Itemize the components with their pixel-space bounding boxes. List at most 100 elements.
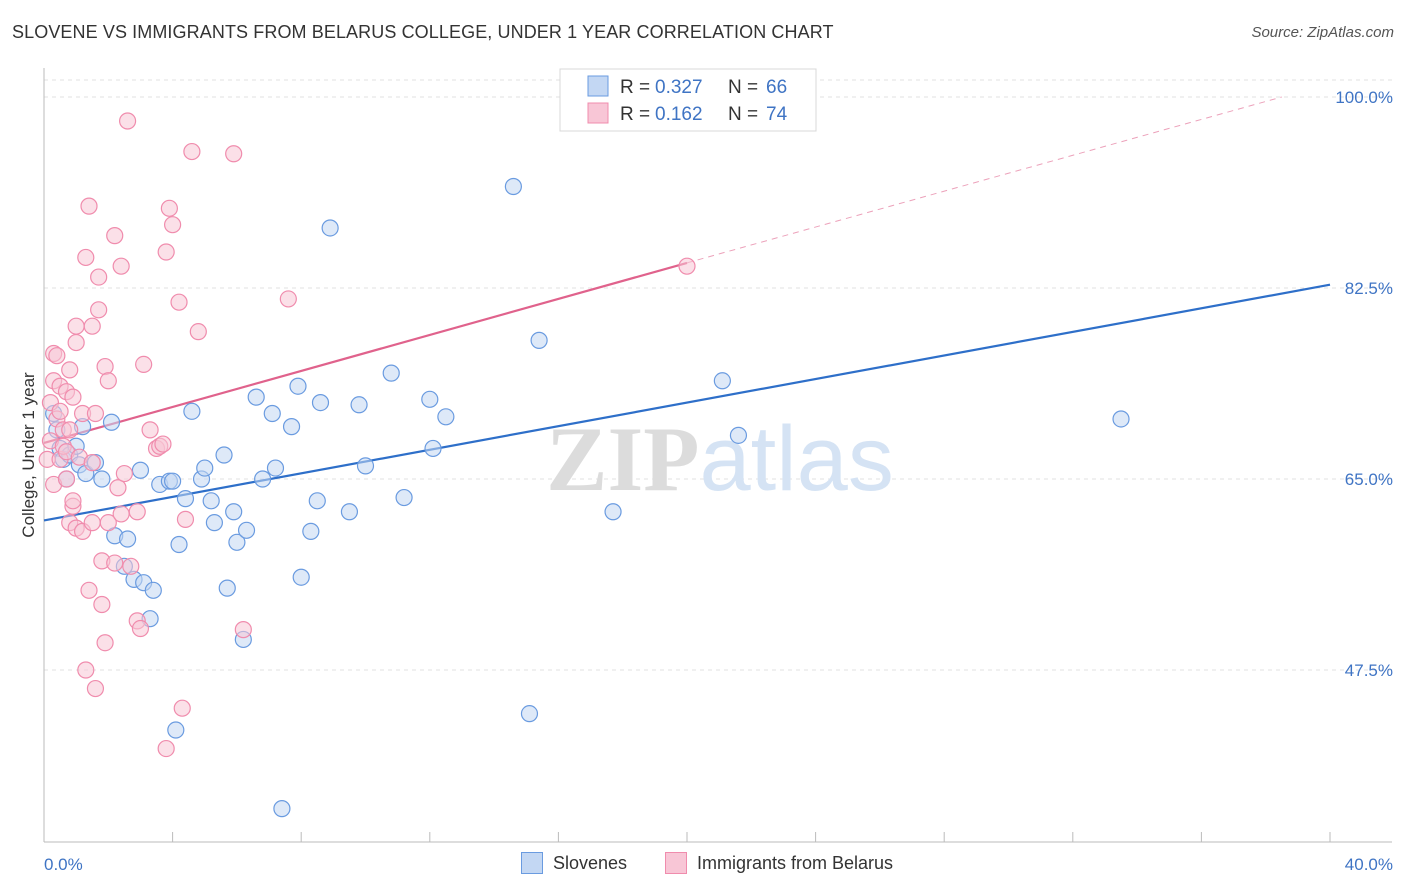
point-slovenes (311, 394, 330, 412)
point-slovenes (302, 522, 320, 540)
point-belarus (90, 301, 108, 319)
point-belarus (64, 492, 82, 510)
point-slovenes (202, 492, 220, 510)
point-belarus (131, 619, 150, 638)
tick-labels: 47.5% 65.0% 82.5% 100.0% 0.0% 40.0% (44, 88, 1393, 874)
point-slovenes (167, 721, 185, 739)
point-belarus (157, 739, 175, 758)
point-belarus (57, 470, 76, 488)
point-belarus (93, 595, 111, 614)
point-slovenes (424, 439, 442, 458)
point-belarus (176, 510, 195, 528)
point-belarus (106, 227, 124, 245)
trend-line-belarus (43, 261, 688, 445)
point-slovenes (254, 470, 272, 488)
point-slovenes (395, 488, 413, 507)
point-belarus (154, 435, 172, 453)
point-slovenes (247, 388, 265, 406)
point-belarus (109, 479, 127, 497)
point-slovenes (350, 396, 368, 414)
y-tick-label: 100.0% (1335, 88, 1393, 107)
stats-swatch (587, 102, 609, 124)
point-belarus (106, 554, 124, 572)
point-slovenes (118, 530, 137, 548)
point-slovenes (504, 177, 522, 196)
point-belarus (160, 199, 178, 217)
point-belarus (128, 503, 146, 521)
y-axis-label: College, Under 1 year (19, 372, 38, 538)
point-belarus (189, 323, 207, 341)
point-slovenes (176, 490, 195, 508)
point-slovenes (530, 331, 548, 349)
point-belarus (51, 402, 69, 420)
point-belarus (48, 347, 66, 365)
legend-swatch-belarus (665, 852, 687, 874)
point-belarus (67, 333, 85, 352)
point-slovenes (713, 372, 731, 390)
r-value: 0.162 (655, 104, 703, 125)
n-label: N = (728, 77, 758, 98)
point-belarus (86, 404, 105, 423)
watermark-zip: ZIP (546, 408, 699, 510)
source-label: Source: ZipAtlas.com (1251, 24, 1394, 41)
point-slovenes (1112, 410, 1130, 428)
point-belarus (183, 142, 201, 161)
point-slovenes (170, 535, 188, 554)
point-belarus (80, 581, 98, 599)
point-slovenes (93, 470, 111, 488)
point-slovenes (164, 472, 182, 490)
point-slovenes (382, 364, 400, 382)
point-slovenes (196, 459, 214, 477)
point-belarus (61, 361, 79, 379)
point-slovenes (437, 408, 455, 426)
point-belarus (77, 248, 95, 267)
point-belarus (96, 634, 114, 652)
point-belarus (115, 464, 133, 483)
point-slovenes (421, 390, 439, 408)
point-slovenes (228, 533, 246, 551)
point-slovenes (340, 503, 359, 521)
point-belarus (99, 514, 117, 532)
point-slovenes (321, 219, 339, 237)
r-label: R = (620, 104, 650, 125)
point-belarus (118, 112, 137, 130)
r-label: R = (620, 77, 650, 98)
point-belarus (67, 317, 85, 335)
legend-entry-belarus[interactable]: Immigrants from Belarus (665, 852, 893, 874)
point-slovenes (604, 503, 622, 521)
point-belarus (225, 145, 243, 163)
point-belarus (99, 372, 117, 390)
point-belarus (77, 661, 95, 679)
point-belarus (141, 421, 159, 439)
point-slovenes (205, 514, 223, 532)
point-belarus (61, 421, 79, 439)
point-belarus (83, 454, 101, 472)
point-belarus (173, 699, 191, 717)
n-label: N = (728, 104, 758, 125)
point-slovenes (520, 705, 539, 723)
point-belarus (83, 317, 101, 335)
legend-label-slovenes: Slovenes (553, 852, 628, 873)
point-slovenes (356, 457, 375, 475)
stats-legend: R = 0.327 N = 66 R = 0.162 N = 74 (559, 68, 817, 132)
y-tick-label: 65.0% (1345, 470, 1393, 489)
point-belarus (64, 388, 82, 406)
n-value: 74 (766, 104, 788, 125)
watermark: ZIPatlas (546, 408, 894, 510)
point-slovenes (729, 426, 748, 444)
point-belarus (86, 679, 105, 698)
point-slovenes (183, 402, 201, 420)
point-belarus (96, 357, 114, 376)
legend-entry-slovenes[interactable]: Slovenes (521, 852, 627, 874)
chart-title: SLOVENE VS IMMIGRANTS FROM BELARUS COLLE… (12, 22, 834, 42)
point-belarus (122, 557, 140, 575)
point-slovenes (144, 581, 162, 599)
point-slovenes (266, 459, 285, 477)
point-slovenes (292, 568, 310, 586)
legend-label-belarus: Immigrants from Belarus (697, 852, 894, 873)
point-slovenes (218, 579, 236, 597)
r-value: 0.327 (655, 77, 703, 98)
y-tick-label: 47.5% (1345, 661, 1393, 680)
point-belarus (157, 243, 175, 261)
n-value: 66 (766, 77, 787, 98)
